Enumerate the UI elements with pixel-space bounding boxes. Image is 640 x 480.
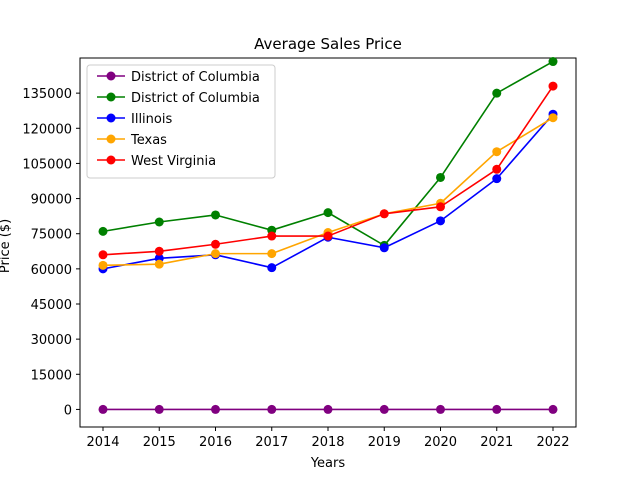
- data-point: [211, 404, 220, 414]
- data-point: [98, 260, 108, 270]
- legend: District of Columbia District of Columbia…: [86, 64, 276, 179]
- data-point: [436, 216, 445, 226]
- chart-title: Average Sales Price: [254, 35, 402, 53]
- legend-marker: [106, 113, 116, 123]
- data-point: [379, 243, 389, 253]
- legend-marker: [106, 134, 116, 144]
- y-tick-label: 120000: [22, 122, 72, 137]
- y-tick-label: 30000: [31, 333, 72, 348]
- data-point: [379, 404, 389, 414]
- data-point: [492, 147, 502, 157]
- data-point: [211, 249, 220, 259]
- y-axis: 0 15000 30000 45000 60000 75000 90000 105000 120…: [22, 87, 80, 418]
- x-tick-label: 2015: [143, 435, 176, 450]
- legend-label: Texas: [130, 133, 167, 148]
- data-point: [436, 202, 445, 212]
- data-point: [154, 246, 164, 256]
- data-point: [98, 250, 108, 260]
- data-point: [436, 404, 445, 414]
- x-tick-label: 2018: [311, 435, 344, 450]
- data-point: [267, 263, 277, 273]
- data-point: [548, 113, 558, 123]
- data-point: [267, 404, 277, 414]
- data-point: [492, 404, 502, 414]
- data-point: [323, 404, 333, 414]
- x-axis-title: Years: [310, 456, 346, 471]
- data-point: [211, 239, 220, 249]
- legend-label: District of Columbia: [131, 70, 260, 85]
- data-point: [548, 57, 558, 67]
- data-point: [154, 404, 164, 414]
- data-point: [492, 88, 502, 98]
- data-point: [98, 226, 108, 236]
- y-tick-label: 105000: [22, 157, 72, 172]
- series-layer: [98, 57, 558, 414]
- x-tick-label: 2016: [199, 435, 232, 450]
- data-point: [98, 404, 108, 414]
- y-axis-title: Price ($): [0, 219, 13, 273]
- y-tick-label: 90000: [31, 193, 72, 208]
- data-point: [323, 208, 333, 218]
- x-tick-label: 2019: [368, 435, 401, 450]
- y-tick-label: 135000: [22, 87, 72, 102]
- x-tick-label: 2021: [480, 435, 513, 450]
- x-tick-label: 2020: [424, 435, 457, 450]
- y-tick-label: 45000: [31, 298, 72, 313]
- y-tick-label: 0: [64, 403, 72, 418]
- data-point: [379, 209, 389, 219]
- legend-box: [86, 64, 276, 179]
- y-tick-label: 15000: [31, 368, 72, 383]
- data-point: [436, 172, 445, 182]
- data-point: [154, 217, 164, 227]
- x-tick-label: 2017: [255, 435, 288, 450]
- x-axis: 2014 2015 2016 2017 2018 2019 2020 2021 2022: [86, 427, 570, 450]
- y-tick-label: 60000: [31, 263, 72, 278]
- data-point: [492, 174, 502, 184]
- legend-marker: [106, 71, 116, 81]
- legend-marker: [106, 92, 116, 102]
- legend-marker: [106, 155, 116, 165]
- data-point: [548, 404, 558, 414]
- legend-label: West Virginia: [131, 154, 216, 169]
- y-tick-label: 75000: [31, 228, 72, 243]
- data-point: [548, 81, 558, 91]
- x-tick-label: 2022: [536, 435, 569, 450]
- legend-label: District of Columbia: [131, 91, 260, 106]
- legend-label: Illinois: [131, 112, 172, 127]
- data-point: [267, 231, 277, 241]
- data-point: [154, 259, 164, 269]
- data-point: [211, 210, 220, 220]
- data-point: [492, 164, 502, 174]
- x-tick-label: 2014: [86, 435, 119, 450]
- data-point: [267, 249, 277, 259]
- data-point: [323, 231, 333, 241]
